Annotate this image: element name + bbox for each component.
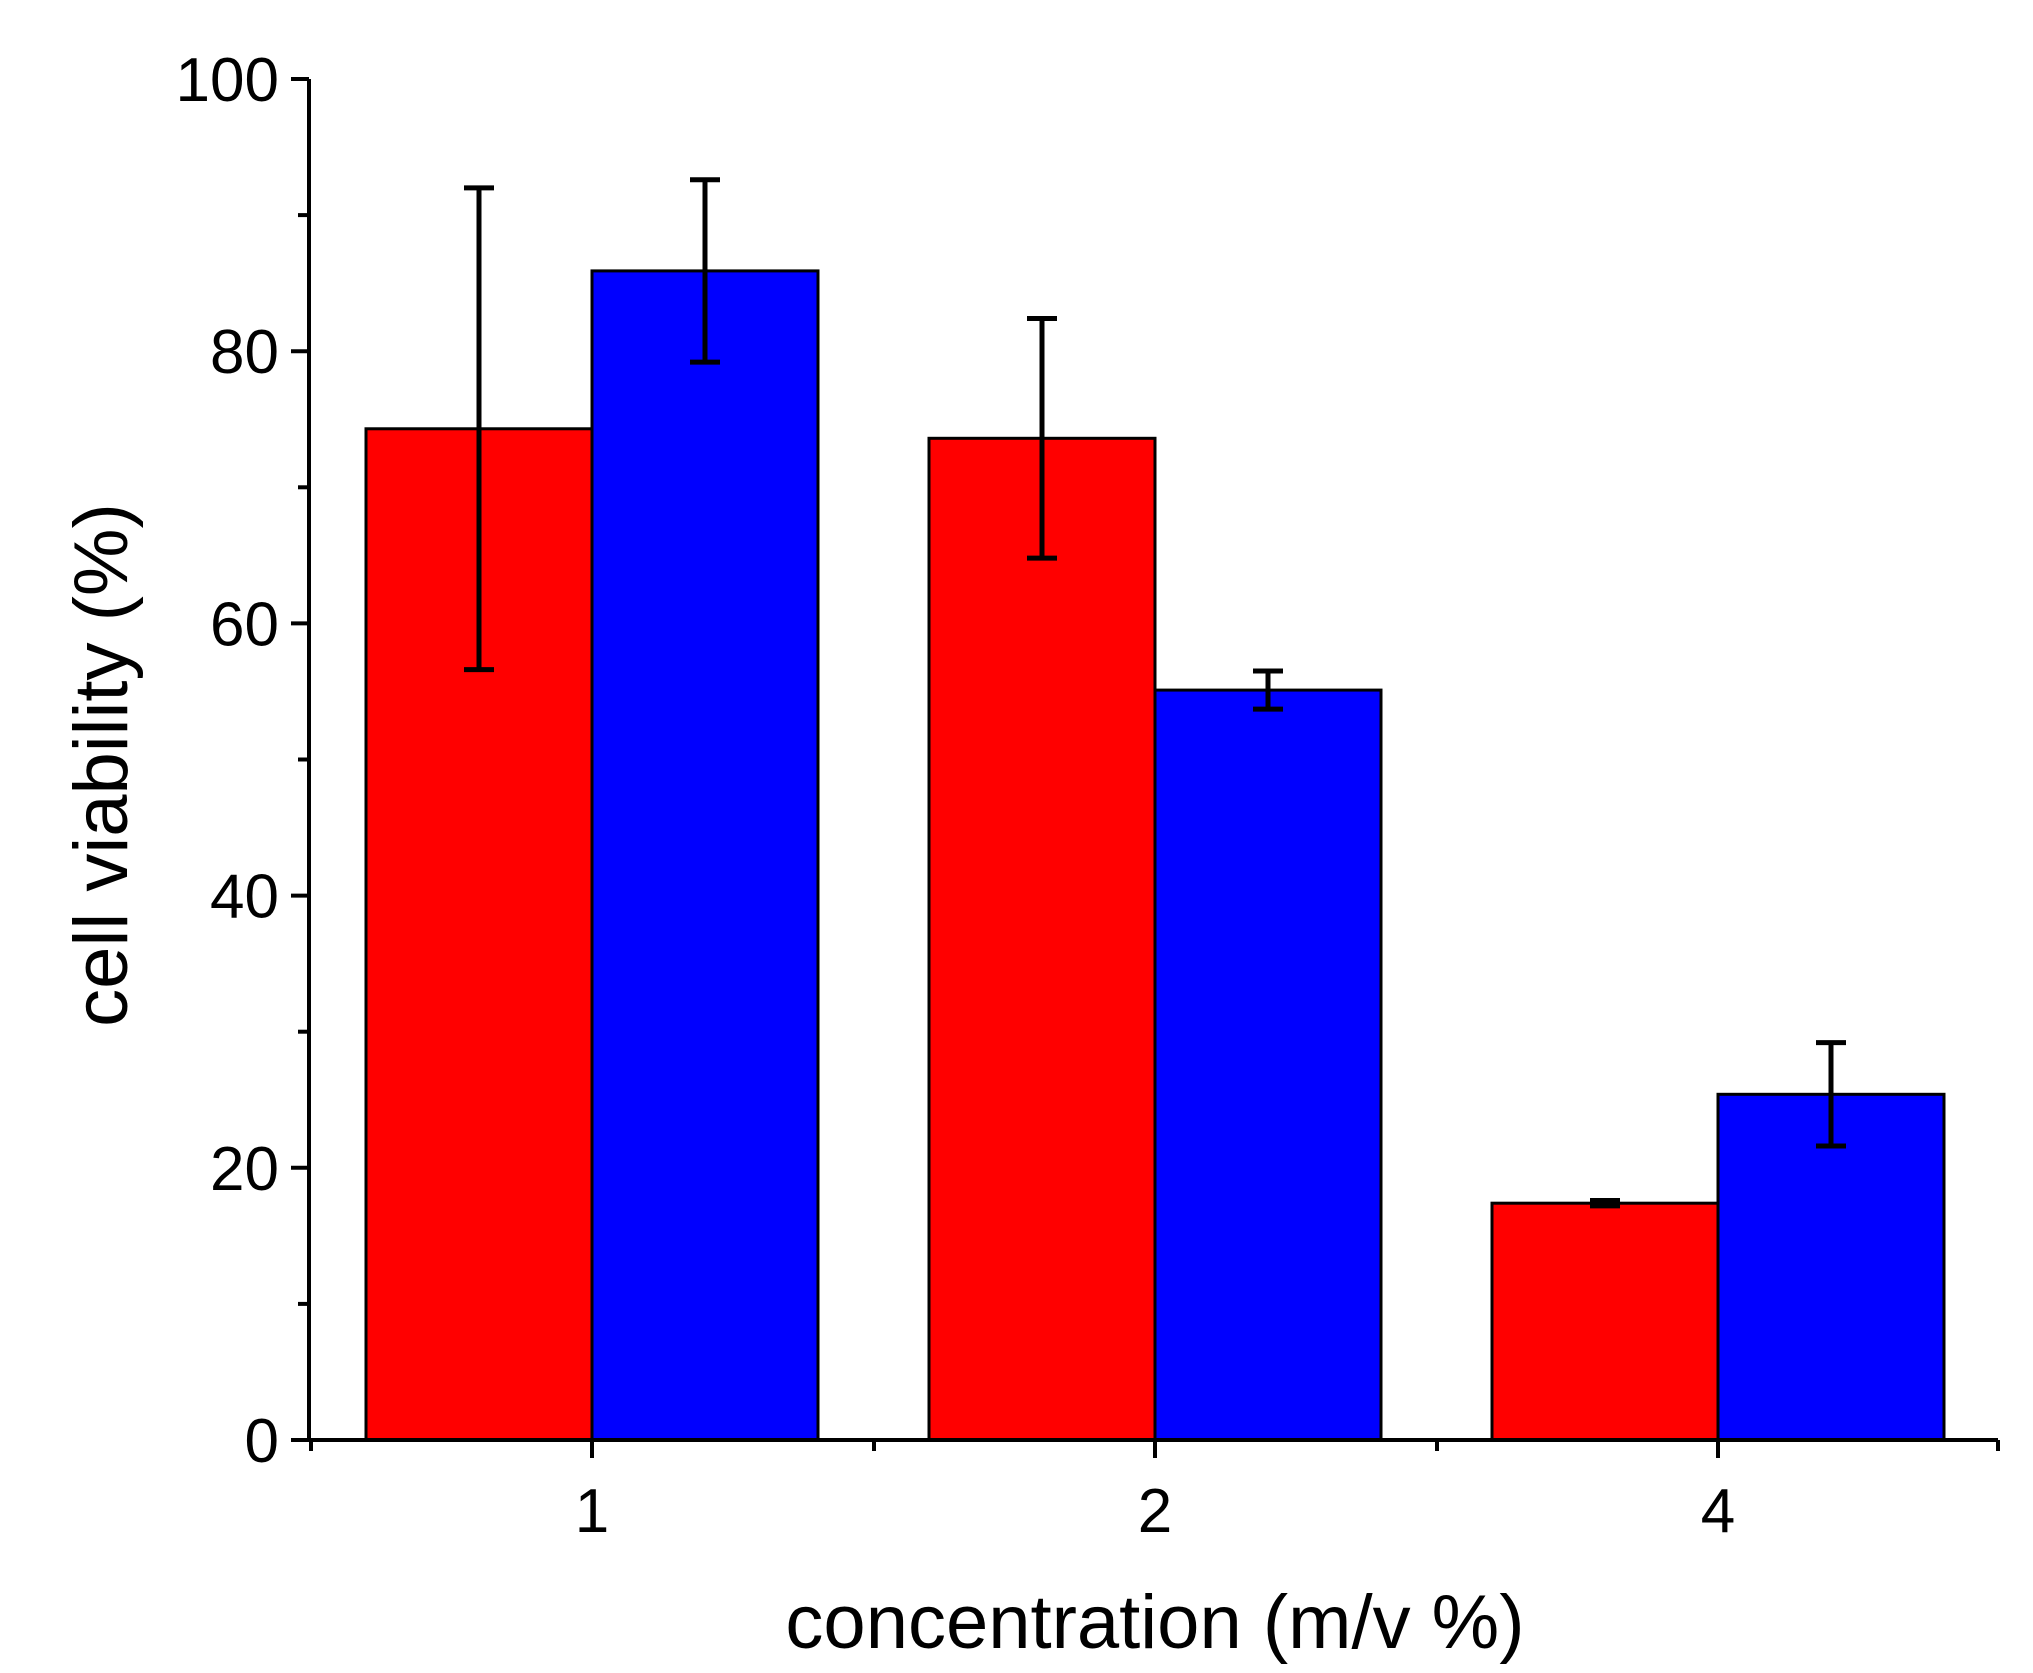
error-bar-1-1 — [464, 185, 494, 673]
error-bar-1-2 — [1027, 316, 1057, 561]
y-tick-label: 60 — [210, 590, 279, 659]
y-tick-label: 0 — [245, 1407, 279, 1476]
y-tick-label: 80 — [210, 318, 279, 387]
error-bars-layer — [464, 177, 1846, 1209]
y-tick-label: 100 — [176, 46, 279, 115]
bars-layer — [364, 269, 1946, 1442]
bar-2-4 — [1716, 1092, 1946, 1442]
error-bar-2-1 — [690, 177, 720, 365]
bar-1-4 — [1490, 1201, 1720, 1442]
y-tick-label: 40 — [210, 863, 279, 932]
x-axis-title: concentration (m/v %) — [785, 1580, 1524, 1665]
error-bar-1-4 — [1590, 1197, 1620, 1209]
y-tick-label: 20 — [210, 1135, 279, 1204]
x-tick-label-1: 1 — [575, 1477, 609, 1546]
error-bar-2-4 — [1816, 1040, 1846, 1149]
bar-1-2 — [927, 436, 1157, 1442]
x-ticks-layer: 1 2 4 — [309, 1440, 2000, 1546]
y-axis-title: cell viability (%) — [59, 503, 144, 1027]
y-ticks-layer: 0 20 40 60 80 100 — [176, 46, 309, 1476]
x-tick-label-2: 2 — [1138, 1477, 1172, 1546]
error-bar-2-2 — [1253, 668, 1283, 712]
x-tick-label-4: 4 — [1701, 1477, 1735, 1546]
bar-2-1 — [590, 269, 820, 1442]
bar-2-2 — [1153, 688, 1383, 1442]
